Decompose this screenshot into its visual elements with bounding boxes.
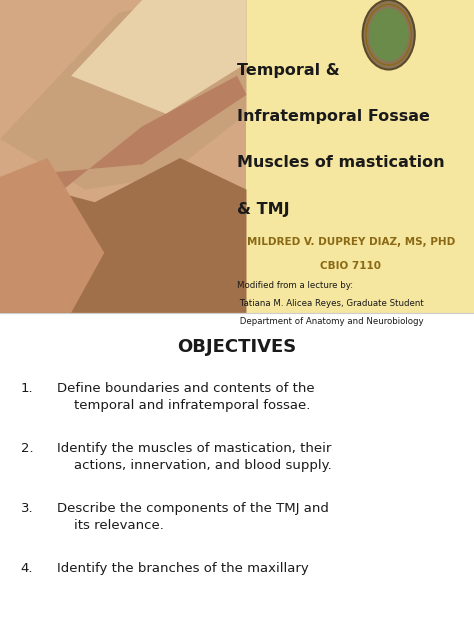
Text: Infratemporal Fossae: Infratemporal Fossae <box>237 109 430 125</box>
Polygon shape <box>0 158 104 313</box>
Text: Describe the components of the TMJ and
    its relevance.: Describe the components of the TMJ and i… <box>57 502 329 532</box>
Text: 3.: 3. <box>20 502 33 516</box>
Text: Temporal &: Temporal & <box>237 63 340 78</box>
Text: Muscles of mastication: Muscles of mastication <box>237 155 445 171</box>
Text: 4.: 4. <box>21 562 33 576</box>
FancyBboxPatch shape <box>0 0 246 313</box>
Circle shape <box>369 8 409 61</box>
Polygon shape <box>0 0 246 190</box>
Polygon shape <box>0 0 246 313</box>
Text: Modified from a lecture by:: Modified from a lecture by: <box>237 281 353 290</box>
Polygon shape <box>71 0 246 114</box>
Text: Identify the muscles of mastication, their
    actions, innervation, and blood s: Identify the muscles of mastication, the… <box>57 442 332 472</box>
Text: & TMJ: & TMJ <box>237 202 290 217</box>
FancyBboxPatch shape <box>223 0 474 313</box>
Text: 2.: 2. <box>20 442 33 456</box>
Text: Department of Anatomy and Neurobiology: Department of Anatomy and Neurobiology <box>237 317 424 325</box>
Text: OBJECTIVES: OBJECTIVES <box>177 338 297 356</box>
Text: Identify the branches of the maxillary: Identify the branches of the maxillary <box>57 562 309 576</box>
Text: 1.: 1. <box>20 382 33 396</box>
Text: MILDRED V. DUPREY DIAZ, MS, PHD: MILDRED V. DUPREY DIAZ, MS, PHD <box>246 237 455 247</box>
Polygon shape <box>0 76 246 240</box>
Text: Tatiana M. Alicea Reyes, Graduate Student: Tatiana M. Alicea Reyes, Graduate Studen… <box>237 299 424 308</box>
Polygon shape <box>0 158 246 313</box>
Text: Define boundaries and contents of the
    temporal and infratemporal fossae.: Define boundaries and contents of the te… <box>57 382 315 412</box>
Text: CBIO 7110: CBIO 7110 <box>320 261 381 271</box>
Circle shape <box>363 0 415 70</box>
